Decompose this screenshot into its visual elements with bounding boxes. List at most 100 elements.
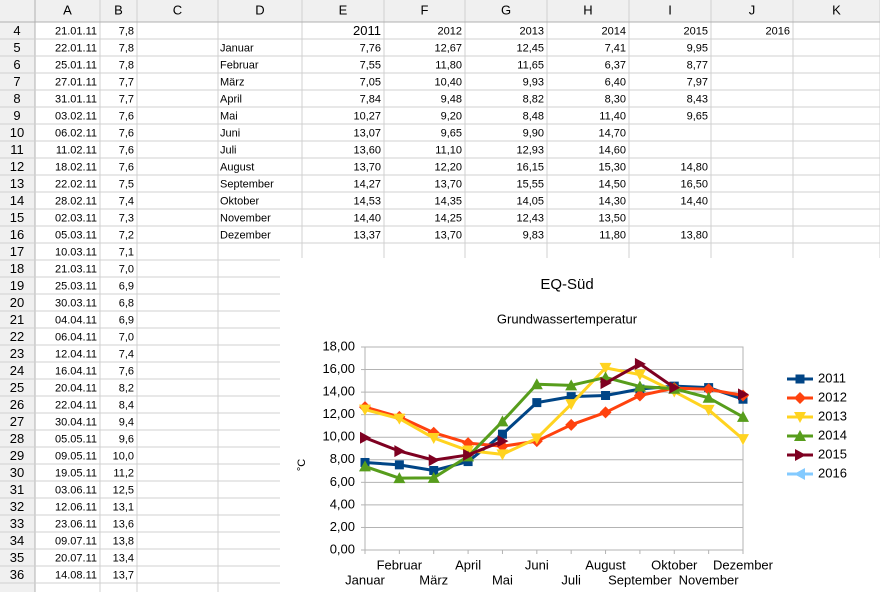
- row-header[interactable]: 21: [10, 312, 24, 327]
- cell[interactable]: 11,2: [113, 467, 134, 479]
- cell[interactable]: 13,70: [353, 161, 381, 173]
- cell[interactable]: 14.08.11: [55, 569, 97, 581]
- cell[interactable]: 8,48: [523, 110, 544, 122]
- row-header[interactable]: 16: [10, 227, 24, 242]
- cell[interactable]: 12,20: [434, 161, 462, 173]
- row-header[interactable]: 5: [13, 40, 20, 55]
- cell[interactable]: 21.01.11: [55, 25, 97, 37]
- cell[interactable]: 6,9: [119, 314, 134, 326]
- cell[interactable]: 6,8: [119, 297, 134, 309]
- cell[interactable]: 9,90: [523, 127, 544, 139]
- cell[interactable]: April: [220, 93, 242, 105]
- cell[interactable]: 25.03.11: [55, 280, 97, 292]
- row-header[interactable]: 4: [13, 23, 20, 38]
- cell[interactable]: 8,4: [119, 399, 134, 411]
- cell[interactable]: 06.04.11: [55, 331, 97, 343]
- cell[interactable]: 7,6: [119, 365, 134, 377]
- cell[interactable]: 9,83: [523, 229, 544, 241]
- cell[interactable]: November: [220, 212, 271, 224]
- row-header[interactable]: 6: [13, 57, 20, 72]
- row-header[interactable]: 23: [10, 346, 24, 361]
- cell[interactable]: 13,70: [434, 178, 462, 190]
- cell[interactable]: 13,6: [113, 518, 134, 530]
- cell[interactable]: 13,50: [598, 212, 626, 224]
- cell[interactable]: 19.05.11: [55, 467, 97, 479]
- cell[interactable]: 8,77: [687, 59, 708, 71]
- column-header[interactable]: H: [583, 2, 592, 17]
- row-header[interactable]: 36: [10, 567, 24, 582]
- cell[interactable]: 14,05: [516, 195, 544, 207]
- cell[interactable]: 7,8: [119, 42, 134, 54]
- cell[interactable]: 14,40: [680, 195, 708, 207]
- cell[interactable]: 14,25: [434, 212, 462, 224]
- cell[interactable]: 25.01.11: [55, 59, 97, 71]
- cell[interactable]: 14,40: [353, 212, 381, 224]
- cell[interactable]: 6,9: [119, 280, 134, 292]
- column-header[interactable]: B: [114, 2, 123, 17]
- row-header[interactable]: 27: [10, 414, 24, 429]
- cell[interactable]: 2014: [602, 25, 626, 37]
- row-header[interactable]: 7: [13, 74, 20, 89]
- row-header[interactable]: 35: [10, 550, 24, 565]
- cell[interactable]: 30.04.11: [55, 416, 97, 428]
- cell[interactable]: 7,0: [119, 263, 134, 275]
- cell[interactable]: Dezember: [220, 229, 271, 241]
- cell[interactable]: 10,0: [113, 450, 134, 462]
- cell[interactable]: 03.06.11: [55, 484, 97, 496]
- cell[interactable]: 13,80: [680, 229, 708, 241]
- cell[interactable]: 2012: [438, 25, 462, 37]
- cell[interactable]: 13,1: [113, 501, 134, 513]
- column-header[interactable]: K: [832, 2, 841, 17]
- cell[interactable]: September: [220, 178, 274, 190]
- row-header[interactable]: 17: [10, 244, 24, 259]
- row-header[interactable]: 30: [10, 465, 24, 480]
- cell[interactable]: 14,30: [598, 195, 626, 207]
- cell[interactable]: 12,93: [516, 144, 544, 156]
- column-header[interactable]: F: [421, 2, 429, 17]
- row-header[interactable]: 28: [10, 431, 24, 446]
- cell[interactable]: 05.05.11: [55, 433, 97, 445]
- column-header[interactable]: E: [339, 2, 348, 17]
- cell[interactable]: 14,80: [680, 161, 708, 173]
- cell[interactable]: 06.02.11: [55, 127, 97, 139]
- cell[interactable]: 8,43: [687, 93, 708, 105]
- cell[interactable]: 16,50: [680, 178, 708, 190]
- cell[interactable]: 7,97: [687, 76, 708, 88]
- row-header[interactable]: 22: [10, 329, 24, 344]
- cell[interactable]: 30.03.11: [55, 297, 97, 309]
- cell[interactable]: 7,6: [119, 161, 134, 173]
- cell[interactable]: 9,48: [441, 93, 462, 105]
- cell[interactable]: 11,65: [517, 59, 544, 71]
- cell[interactable]: 15,55: [516, 178, 544, 190]
- row-header[interactable]: 14: [10, 193, 24, 208]
- cell[interactable]: 2011: [353, 23, 381, 38]
- cell[interactable]: 04.04.11: [55, 314, 97, 326]
- row-header[interactable]: 33: [10, 516, 24, 531]
- cell[interactable]: 7,8: [119, 25, 134, 37]
- cell[interactable]: 9,65: [441, 127, 462, 139]
- cell[interactable]: 9,20: [441, 110, 462, 122]
- column-header[interactable]: G: [501, 2, 511, 17]
- cell[interactable]: 22.04.11: [55, 399, 97, 411]
- cell[interactable]: 7,6: [119, 127, 134, 139]
- cell[interactable]: 6,40: [605, 76, 626, 88]
- cell[interactable]: 7,3: [119, 212, 134, 224]
- row-header[interactable]: 20: [10, 295, 24, 310]
- cell[interactable]: 13,7: [113, 569, 134, 581]
- cell[interactable]: 7,6: [119, 110, 134, 122]
- row-header[interactable]: 15: [10, 210, 24, 225]
- row-header[interactable]: 32: [10, 499, 24, 514]
- cell[interactable]: 8,82: [523, 93, 544, 105]
- row-header[interactable]: 11: [10, 142, 24, 157]
- cell[interactable]: 13,37: [353, 229, 381, 241]
- cell[interactable]: 2013: [520, 25, 544, 37]
- column-header[interactable]: C: [173, 2, 182, 17]
- cell[interactable]: 7,41: [605, 42, 626, 54]
- cell[interactable]: 7,76: [360, 42, 381, 54]
- cell[interactable]: 14,50: [598, 178, 626, 190]
- cell[interactable]: Februar: [220, 59, 259, 71]
- row-header[interactable]: 34: [10, 533, 24, 548]
- cell[interactable]: 12.06.11: [55, 501, 97, 513]
- column-header[interactable]: I: [668, 2, 672, 17]
- cell[interactable]: 7,8: [119, 59, 134, 71]
